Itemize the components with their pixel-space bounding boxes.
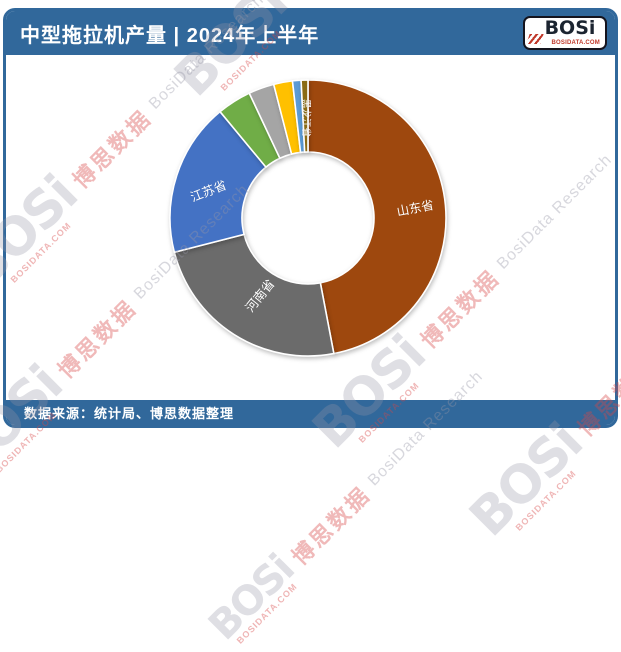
donut-chart <box>169 79 447 357</box>
bosi-logo: BOSi BOSIDATA.COM <box>523 16 607 50</box>
segment-label-small-top: 黑龙江省 <box>300 98 311 138</box>
watermark-cn-text: 博思数据 <box>287 481 376 570</box>
watermark-site: BOSIDATA.COM <box>513 468 578 533</box>
logo-site-text: BOSIDATA.COM <box>551 40 600 46</box>
donut-segment-7 <box>300 79 309 153</box>
watermark-bosi-logo: BOSi BOSIDATA.COM <box>200 546 305 651</box>
logo-brand-text: BOSi <box>539 19 601 38</box>
watermark-cn-text: 博思数据 <box>275 0 368 3</box>
footer-bar: 数据来源：统计局、博思数据整理 <box>6 400 615 425</box>
logo-brand-label: BOSi <box>544 17 596 39</box>
donut-segment-0 <box>307 79 447 355</box>
report-card: 中型拖拉机产量 | 2024年上半年 BOSi BOSIDATA.COM 山东省… <box>3 8 618 428</box>
watermark-brand: BOSi <box>458 413 594 549</box>
chart-area: 山东省 河南省 江苏省 黑龙江省 <box>6 55 615 400</box>
page-title: 中型拖拉机产量 | 2024年上半年 <box>20 24 320 47</box>
donut-segment-1 <box>173 233 335 357</box>
watermark-site: BOSIDATA.COM <box>234 581 300 646</box>
header-bar: 中型拖拉机产量 | 2024年上半年 BOSi BOSIDATA.COM <box>6 11 615 55</box>
watermark-brand: BOSi <box>200 546 303 650</box>
watermark-bosi-logo: BOSi BOSIDATA.COM <box>458 413 595 550</box>
data-source-text: 数据来源：统计局、博思数据整理 <box>24 406 235 421</box>
